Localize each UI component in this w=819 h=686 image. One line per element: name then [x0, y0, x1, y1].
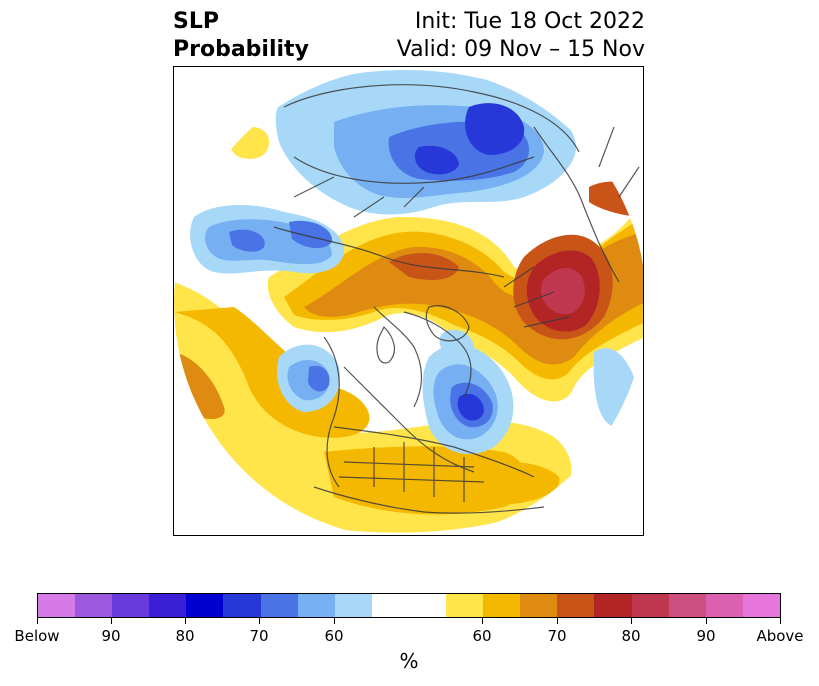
colorbar-tick-label: 80: [175, 627, 195, 645]
colorbar-segment: [446, 594, 484, 617]
colorbar-label: %: [399, 649, 419, 673]
colorbar-segment: [223, 594, 261, 617]
colorbar-segment: [408, 594, 447, 617]
colorbar-tick-label: 60: [324, 627, 344, 645]
colorbar-tick: [111, 618, 112, 624]
chart-dates: Init: Tue 18 Oct 2022 Valid: 09 Nov – 15…: [397, 8, 645, 64]
colorbar-segment: [112, 594, 150, 617]
polar-map: [173, 66, 644, 536]
colorbar-tick-label: 90: [101, 627, 121, 645]
colorbar-tick-label: Below: [14, 627, 60, 645]
title-product: Probability: [173, 37, 309, 62]
colorbar-tick: [706, 618, 707, 624]
valid-range: Valid: 09 Nov – 15 Nov: [396, 37, 645, 62]
colorbar-tick: [185, 618, 186, 624]
colorbar-tick: [259, 618, 260, 624]
colorbar-segment: [631, 594, 669, 617]
chart-title: SLP Probability: [173, 8, 309, 64]
colorbar-segment: [483, 594, 521, 617]
colorbar-segment: [705, 594, 743, 617]
colorbar-tick: [482, 618, 483, 624]
colorbar-tick: [631, 618, 632, 624]
colorbar-segment: [668, 594, 706, 617]
colorbar-segment: [520, 594, 558, 617]
title-variable: SLP: [173, 9, 219, 34]
colorbar-segment: [38, 594, 76, 617]
colorbar-tick-label: 80: [621, 627, 641, 645]
colorbar-segment: [297, 594, 335, 617]
colorbar-segment: [594, 594, 632, 617]
colorbar-tick-label: Above: [756, 627, 804, 645]
colorbar-segment: [186, 594, 224, 617]
colorbar-segment: [742, 594, 780, 617]
colorbar-segment: [149, 594, 187, 617]
colorbar-tick: [557, 618, 558, 624]
colorbar-tick: [37, 618, 38, 624]
colorbar-segment: [334, 594, 372, 617]
colorbar-tick-label: 70: [249, 627, 269, 645]
colorbar: [37, 593, 781, 618]
colorbar-segment: [557, 594, 595, 617]
colorbar-tick-label: 60: [472, 627, 492, 645]
map-svg: [174, 67, 643, 535]
init-date: Init: Tue 18 Oct 2022: [414, 9, 645, 34]
colorbar-tick-label: 70: [547, 627, 567, 645]
colorbar-tick-label: 90: [696, 627, 716, 645]
colorbar-segment: [371, 594, 409, 617]
coastlines: [273, 84, 640, 514]
colorbar-segment: [75, 594, 113, 617]
colorbar-segment: [260, 594, 298, 617]
colorbar-tick: [334, 618, 335, 624]
colorbar-tick: [780, 618, 781, 624]
